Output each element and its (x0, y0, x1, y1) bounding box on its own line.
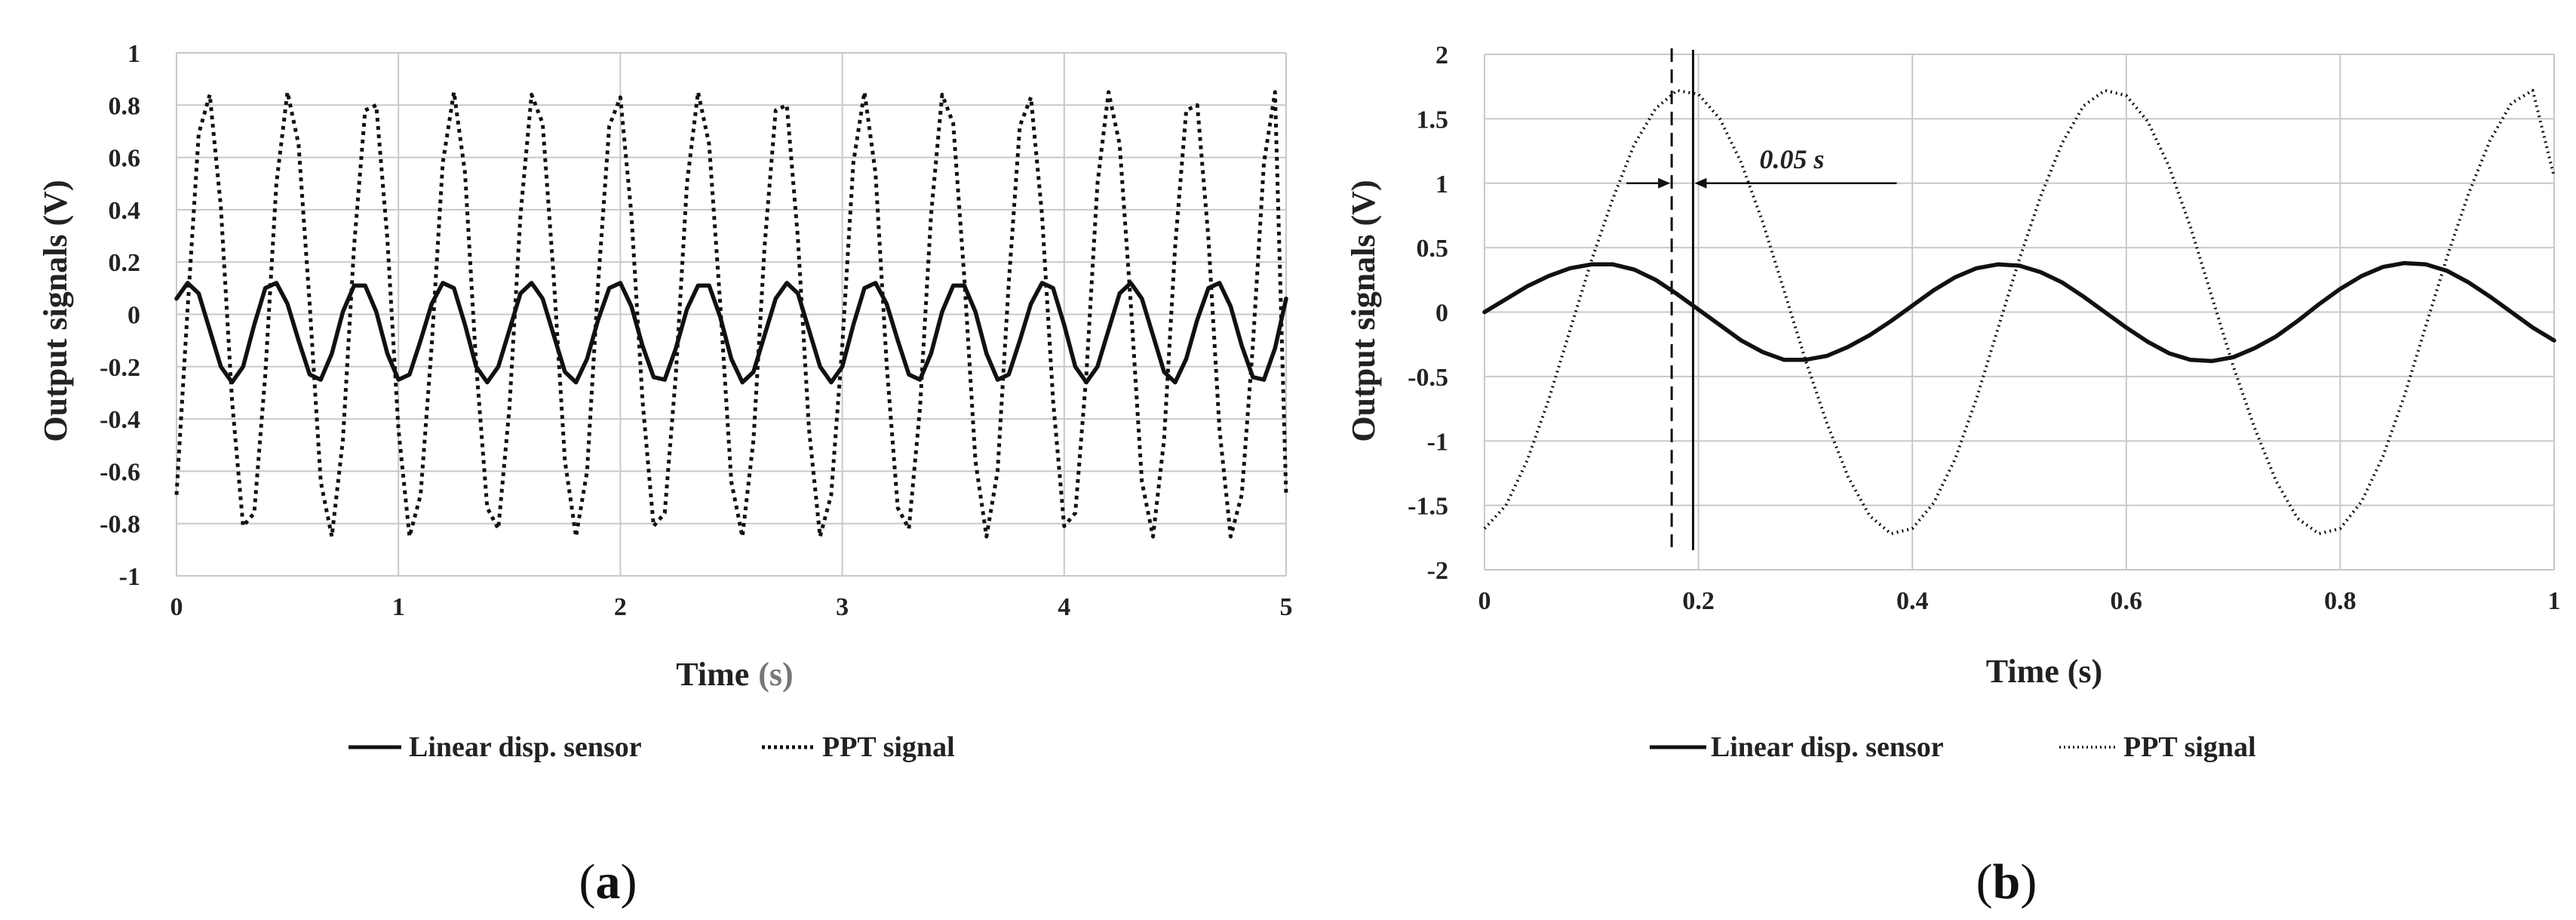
x-axis-label-a: Time (s) (676, 656, 793, 693)
annotation-label: 0.05 s (1760, 144, 1825, 174)
x-tick-label: 1 (392, 593, 405, 621)
time-shift-annotation: 0.05 s (1626, 48, 1897, 550)
y-tick-label: 1 (127, 40, 140, 68)
tick-labels-b: 0 0.2 0.4 0.6 0.8 1 -2 -1.5 -1 -0.5 0 0.5 1 1.5 2 (1408, 42, 2560, 615)
x-tick-label: 0.8 (2324, 587, 2356, 615)
y-axis-label-b: Output signals (V) (1345, 180, 1382, 442)
caption-a: (a) (579, 854, 637, 909)
y-tick-label: -1 (119, 563, 140, 591)
y-tick-label: -2 (1427, 557, 1448, 585)
y-tick-label: 0 (1435, 300, 1448, 328)
annotation-arrowhead-left (1658, 177, 1671, 189)
x-tick-label: 3 (836, 593, 849, 621)
linear-disp-sensor-line (1482, 260, 2556, 364)
series-lines-a (174, 90, 1288, 539)
y-tick-label: 0.8 (109, 92, 141, 120)
y-tick-label: 2 (1435, 42, 1448, 69)
series-lines-b (1482, 88, 2556, 536)
y-tick-label: -0.8 (100, 511, 140, 539)
x-tick-label: 5 (1280, 593, 1293, 621)
legend-label-ppt-a: PPT signal (822, 731, 955, 763)
legend-label-linear-a: Linear disp. sensor (409, 731, 642, 763)
y-tick-label: 0.4 (109, 197, 141, 225)
y-tick-label: -1.5 (1408, 493, 1448, 521)
x-tick-label: 0 (170, 593, 183, 621)
y-tick-label: -0.6 (100, 458, 140, 486)
x-tick-label: 0.6 (2111, 587, 2143, 615)
x-axis-label-b: Time (s) (1986, 653, 2102, 690)
y-axis-label-a: Output signals (V) (37, 180, 74, 442)
legend-a: Linear disp. sensor PPT signal (348, 731, 955, 763)
x-tick-label: 1 (2548, 587, 2561, 615)
y-tick-label: 0.2 (109, 249, 141, 277)
ppt-signal-line (1483, 88, 2556, 536)
y-tick-label: 0.6 (109, 145, 141, 173)
x-tick-label: 0 (1478, 587, 1491, 615)
legend-label-ppt-b: PPT signal (2123, 731, 2256, 763)
legend-label-linear-b: Linear disp. sensor (1711, 731, 1944, 763)
caption-b: (b) (1976, 854, 2037, 909)
panel-a: 0 1 2 3 4 5 -1 -0.8 -0.6 -0.4 -0.2 0 0.2 0.4 0.6 0.8 1 T… (37, 40, 1293, 909)
y-tick-label: 1 (1435, 171, 1448, 198)
legend-b: Linear disp. sensor PPT signal (1650, 731, 2256, 763)
y-tick-label: -0.5 (1408, 364, 1448, 392)
ppt-signal-line (174, 90, 1288, 539)
x-tick-label: 4 (1058, 593, 1070, 621)
grid-b (1484, 54, 2555, 571)
y-tick-label: 1.5 (1417, 106, 1449, 134)
panel-b: 0 0.2 0.4 0.6 0.8 1 -2 -1.5 -1 -0.5 0 0.5 1 1.5 2 0.05… (1345, 42, 2561, 909)
y-tick-label: 0.5 (1417, 235, 1449, 263)
tick-labels-a: 0 1 2 3 4 5 -1 -0.8 -0.6 -0.4 -0.2 0 0.2 0.4 0.6 0.8 1 (100, 40, 1292, 621)
annotation-arrowhead-right (1694, 177, 1707, 189)
linear-disp-sensor-line (174, 281, 1288, 385)
x-tick-label: 2 (614, 593, 627, 621)
y-tick-label: 0 (127, 302, 140, 330)
y-tick-label: -0.2 (100, 354, 140, 382)
y-tick-label: -0.4 (100, 406, 140, 434)
grid-a (176, 52, 1287, 577)
y-tick-label: -1 (1427, 428, 1448, 456)
x-tick-label: 0.2 (1682, 587, 1715, 615)
x-tick-label: 0.4 (1896, 587, 1929, 615)
